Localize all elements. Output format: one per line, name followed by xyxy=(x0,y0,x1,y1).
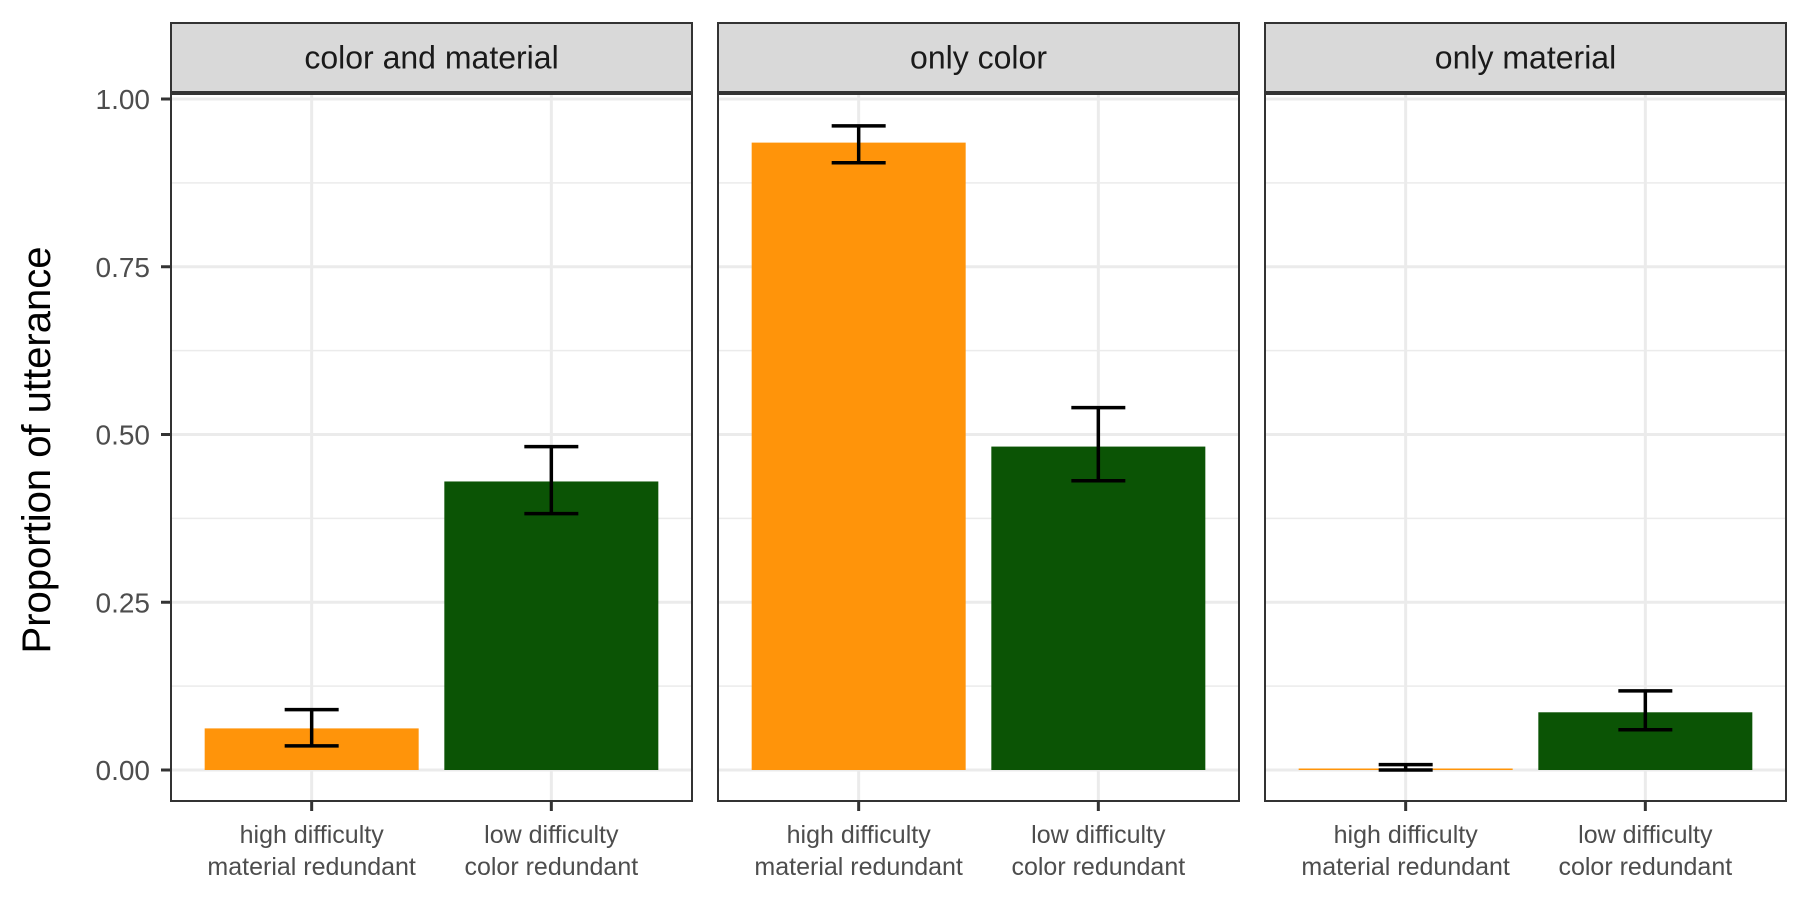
panel-border xyxy=(170,93,693,802)
facet-strip-label: only material xyxy=(1435,40,1616,76)
bar xyxy=(751,142,966,771)
x-tick-label: low difficulty xyxy=(484,821,619,849)
y-tick-label: 0.75 xyxy=(96,252,151,283)
facet-strip-label: only color xyxy=(910,40,1047,76)
y-tick-label: 1.00 xyxy=(96,84,151,115)
facet-strip xyxy=(717,22,1240,93)
x-tick-label: color redundant xyxy=(1558,853,1732,881)
panel-border xyxy=(1264,93,1787,802)
bar xyxy=(444,481,659,770)
facet-strip xyxy=(1264,22,1787,93)
x-tick-label: low difficulty xyxy=(1578,821,1713,849)
bar xyxy=(991,446,1206,770)
facets: color and material high difficulty materia… xyxy=(170,22,1787,881)
facet-panel: only color high difficulty material redund… xyxy=(717,22,1240,881)
facet-panel: only material high difficulty material red… xyxy=(1264,22,1787,881)
x-tick-label: color redundant xyxy=(1011,853,1185,881)
x-tick-label: material redundant xyxy=(754,853,963,881)
x-tick-label: high difficulty xyxy=(787,821,932,849)
x-tick-label: color redundant xyxy=(464,853,638,881)
x-tick-label: material redundant xyxy=(1301,853,1510,881)
y-axis-label: Proportion of utterance xyxy=(15,247,59,654)
x-tick-label: low difficulty xyxy=(1031,821,1166,849)
panel-border xyxy=(717,93,1240,802)
y-tick-label: 0.50 xyxy=(96,420,151,451)
facet-strip-label: color and material xyxy=(304,40,558,76)
y-axis: 0.00 0.25 0.50 0.75 1.00 xyxy=(96,84,171,786)
x-tick-label: high difficulty xyxy=(1334,821,1479,849)
facet-strip xyxy=(170,22,693,93)
x-tick-label: material redundant xyxy=(207,853,416,881)
facet-panel: color and material high difficulty materia… xyxy=(170,22,693,881)
y-tick-label: 0.25 xyxy=(96,587,151,618)
y-tick-label: 0.00 xyxy=(96,755,151,786)
panel-background xyxy=(1265,94,1786,801)
x-tick-label: high difficulty xyxy=(240,821,385,849)
